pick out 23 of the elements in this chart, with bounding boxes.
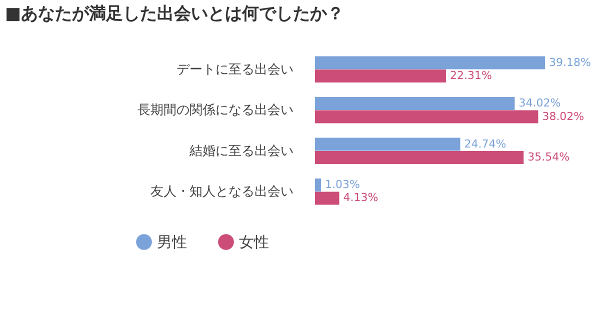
data-label: 38.02% [542, 110, 584, 123]
data-label: 1.03% [325, 178, 360, 191]
data-label: 4.13% [343, 191, 378, 204]
legend-label: 女性 [239, 233, 269, 251]
bar [315, 192, 340, 205]
bar [315, 138, 460, 151]
y-tick-label: デートに至る出会い [176, 62, 294, 78]
data-label: 34.02% [518, 96, 561, 110]
bar [315, 56, 545, 70]
bar [315, 150, 524, 164]
data-label: 24.74% [464, 137, 506, 150]
data-label: 35.54% [528, 150, 570, 164]
y-tick-label: 長期間の関係になる出会い [138, 103, 294, 118]
text: ■あなたが満足した出会いとは何でしたか？ [5, 4, 344, 24]
data-label: 39.18% [549, 56, 591, 69]
data-label: 22.31% [450, 69, 492, 82]
bar [315, 178, 322, 192]
y-tick-label: 友人・知人となる出会い [150, 184, 294, 200]
legend-label: 男性 [157, 233, 187, 251]
bar [315, 110, 538, 124]
y-tick-label: 結婚に至る出会い [188, 144, 294, 159]
bar [315, 97, 515, 110]
bar [315, 70, 446, 83]
